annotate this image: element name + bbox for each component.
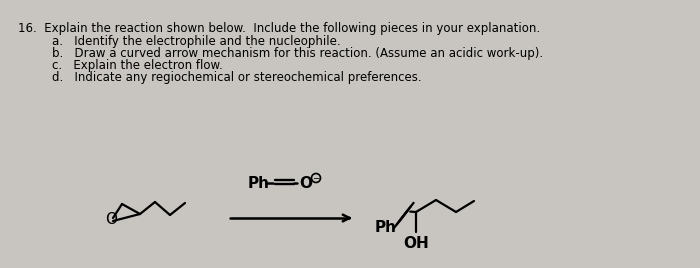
Text: c.   Explain the electron flow.: c. Explain the electron flow. xyxy=(52,59,223,72)
Text: d.   Indicate any regiochemical or stereochemical preferences.: d. Indicate any regiochemical or stereoc… xyxy=(52,71,421,84)
Text: O: O xyxy=(105,213,117,228)
Text: OH: OH xyxy=(403,236,429,251)
Text: Ph: Ph xyxy=(375,221,397,236)
Text: 16.  Explain the reaction shown below.  Include the following pieces in your exp: 16. Explain the reaction shown below. In… xyxy=(18,22,540,35)
Text: −: − xyxy=(312,173,320,183)
Text: a.   Identify the electrophile and the nucleophile.: a. Identify the electrophile and the nuc… xyxy=(52,35,341,48)
Text: O: O xyxy=(299,176,312,191)
Text: Ph: Ph xyxy=(248,176,270,191)
Text: b.   Draw a curved arrow mechanism for this reaction. (Assume an acidic work-up): b. Draw a curved arrow mechanism for thi… xyxy=(52,47,543,60)
